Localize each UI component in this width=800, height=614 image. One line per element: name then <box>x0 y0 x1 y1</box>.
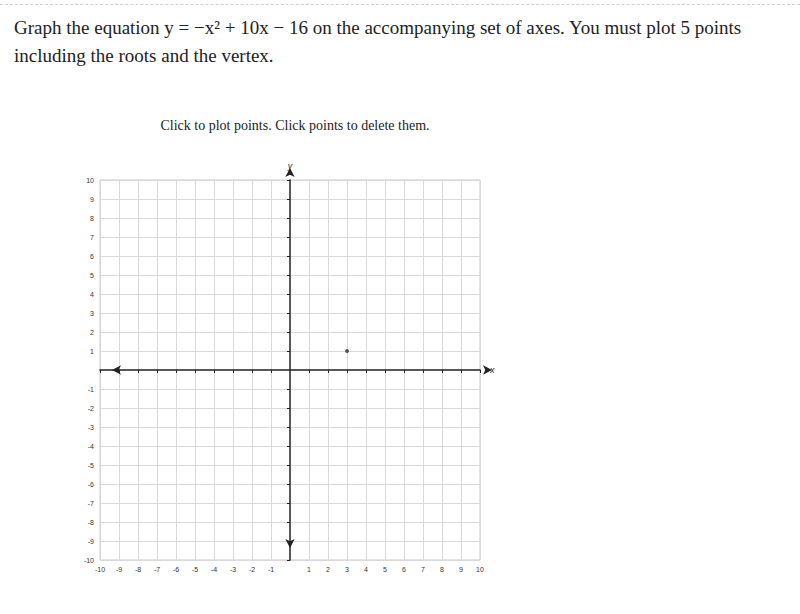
svg-text:7: 7 <box>421 566 425 573</box>
html-text:Click to plot points. Click po: Click to plot points. Click points to de… <box>160 118 430 133</box>
svg-text:9: 9 <box>459 566 463 573</box>
svg-text:-9: -9 <box>88 538 94 545</box>
svg-text:6: 6 <box>90 253 94 260</box>
svg-text:8: 8 <box>90 215 94 222</box>
svg-text:7: 7 <box>90 234 94 241</box>
svg-text:-5: -5 <box>88 462 94 469</box>
svg-text:-6: -6 <box>88 481 94 488</box>
svg-text:1: 1 <box>307 566 311 573</box>
svg-text:4: 4 <box>364 566 368 573</box>
svg-text:-5: -5 <box>192 566 198 573</box>
svg-text:-1: -1 <box>88 386 94 393</box>
svg-text:2: 2 <box>90 329 94 336</box>
svg-text:6: 6 <box>402 566 406 573</box>
svg-text:y: y <box>287 160 293 171</box>
svg-text:-2: -2 <box>88 405 94 412</box>
svg-text:8: 8 <box>440 566 444 573</box>
html-text:Graph the equation y = −x² + 1: Graph the equation y = −x² + 10x − 16 on… <box>14 17 742 66</box>
svg-text:-10: -10 <box>84 557 94 564</box>
svg-text:-2: -2 <box>249 566 255 573</box>
svg-text:3: 3 <box>345 566 349 573</box>
svg-text:-9: -9 <box>116 566 122 573</box>
svg-text:x: x <box>490 365 495 375</box>
svg-text:-3: -3 <box>230 566 236 573</box>
svg-text:-8: -8 <box>88 519 94 526</box>
svg-text:3: 3 <box>90 310 94 317</box>
svg-text:10: 10 <box>86 177 94 184</box>
svg-text:-6: -6 <box>173 566 179 573</box>
svg-text:-3: -3 <box>88 424 94 431</box>
svg-text:5: 5 <box>383 566 387 573</box>
svg-text:-7: -7 <box>154 566 160 573</box>
svg-text:2: 2 <box>326 566 330 573</box>
svg-text:10: 10 <box>476 566 484 573</box>
svg-text:-1: -1 <box>268 566 274 573</box>
svg-text:1: 1 <box>90 348 94 355</box>
svg-text:4: 4 <box>90 291 94 298</box>
svg-text:-10: -10 <box>95 566 105 573</box>
svg-text:-4: -4 <box>211 566 217 573</box>
svg-text:5: 5 <box>90 272 94 279</box>
svg-text:-8: -8 <box>135 566 141 573</box>
svg-text:-4: -4 <box>88 443 94 450</box>
svg-text:9: 9 <box>90 196 94 203</box>
svg-text:-7: -7 <box>88 500 94 507</box>
